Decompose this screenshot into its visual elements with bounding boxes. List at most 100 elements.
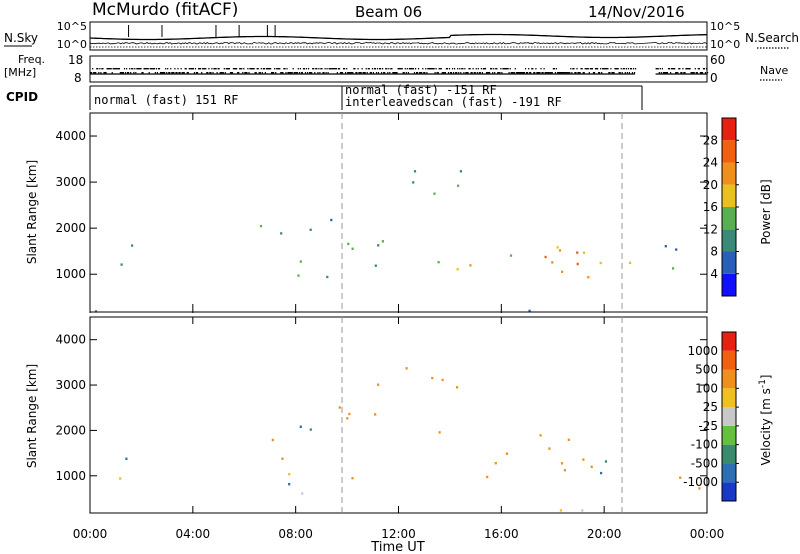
velocity-yticks: 1000 2000 3000 4000 xyxy=(55,333,707,483)
colorbar-tick-label: 100 xyxy=(695,381,718,395)
freq-mark xyxy=(308,68,310,70)
scatter-cell xyxy=(288,483,291,486)
freq-mark xyxy=(444,72,446,74)
freq-mark xyxy=(692,72,694,74)
scatter-cell xyxy=(351,477,354,480)
freq-mark xyxy=(431,68,433,70)
freq-mark xyxy=(307,72,309,74)
freq-mark xyxy=(343,68,345,70)
freq-mark xyxy=(393,72,395,74)
freq-mark xyxy=(429,68,431,70)
freq-mark xyxy=(373,68,375,70)
freq-mark xyxy=(688,68,690,70)
freq-mark xyxy=(495,68,497,70)
freq-mark xyxy=(534,72,536,74)
freq-mark xyxy=(483,68,486,70)
freq-mark xyxy=(489,72,491,74)
freq-mark xyxy=(620,68,622,70)
freq-mark xyxy=(193,72,196,74)
nave-tick-top: 60 xyxy=(710,53,725,67)
freq-mark xyxy=(691,72,693,74)
freq-mark xyxy=(112,68,114,70)
colorbar-segment xyxy=(722,388,736,408)
freq-mark xyxy=(428,68,430,70)
freq-mark xyxy=(248,72,250,74)
freq-mark xyxy=(268,68,271,70)
freq-mark xyxy=(291,72,293,74)
freq-mark xyxy=(192,68,194,70)
colorbar-tick-label: 28 xyxy=(703,133,718,147)
freq-mark xyxy=(222,72,224,74)
time-tick-label: 00:00 xyxy=(690,527,725,541)
freq-mark xyxy=(690,72,692,74)
freq-mark xyxy=(147,68,149,70)
freq-mark xyxy=(667,68,670,70)
freq-mark xyxy=(255,72,257,74)
freq-mark xyxy=(102,68,104,70)
freq-mark xyxy=(699,72,701,74)
freq-mark xyxy=(329,68,331,70)
freq-mark xyxy=(507,68,509,70)
freq-mark xyxy=(117,68,119,70)
freq-mark xyxy=(235,68,237,70)
freq-mark xyxy=(238,72,240,74)
freq-mark xyxy=(618,72,620,74)
colorbar-tick-label: 20 xyxy=(703,178,718,192)
freq-mark xyxy=(295,72,297,74)
freq-mark xyxy=(205,68,207,70)
freq-mark xyxy=(380,68,382,70)
freq-mark xyxy=(554,72,556,74)
colorbar-segment xyxy=(722,118,736,141)
freq-mark xyxy=(615,68,617,70)
freq-mark xyxy=(153,68,155,70)
scatter-cell xyxy=(433,192,436,195)
scatter-cell xyxy=(125,457,128,460)
freq-mark xyxy=(592,72,595,74)
freq-mark xyxy=(260,68,262,70)
freq-mark xyxy=(358,72,360,74)
freq-mark xyxy=(262,68,264,70)
freq-tick-bottom: 8 xyxy=(74,71,82,85)
freq-mark xyxy=(355,72,357,74)
freq-mark xyxy=(404,68,406,70)
range-tick-label: 3000 xyxy=(55,175,86,189)
freq-mark xyxy=(111,72,113,74)
freq-mark xyxy=(547,72,549,74)
freq-mark xyxy=(527,72,529,74)
freq-mark xyxy=(452,68,454,70)
freq-mark xyxy=(465,72,467,74)
freq-mark xyxy=(158,68,161,70)
freq-mark xyxy=(564,72,566,74)
freq-mark xyxy=(370,72,372,74)
freq-mark xyxy=(510,72,512,74)
noise-left-tick-top: 10^5 xyxy=(57,20,87,33)
freq-mark xyxy=(171,72,173,74)
freq-mark xyxy=(363,72,365,74)
freq-mark xyxy=(417,72,419,74)
freq-mark xyxy=(707,72,709,74)
scatter-cell xyxy=(281,457,284,460)
scatter-cell xyxy=(131,244,134,247)
cpid-panel: CPID normal (fast) 151 RF normal (fast) … xyxy=(6,83,643,110)
freq-mark xyxy=(220,72,222,74)
freq-mark xyxy=(247,68,249,70)
scatter-cell xyxy=(551,261,554,264)
cpid-label: CPID xyxy=(6,90,38,104)
freq-mark xyxy=(503,68,505,70)
scatter-cell xyxy=(698,487,701,490)
freq-mark xyxy=(364,72,366,74)
freq-mark xyxy=(664,72,666,74)
freq-mark xyxy=(105,72,107,74)
freq-mark xyxy=(166,72,168,74)
freq-mark xyxy=(156,72,158,74)
freq-mark xyxy=(178,72,180,74)
freq-mark xyxy=(385,68,387,70)
freq-mark xyxy=(179,72,181,74)
scatter-cell xyxy=(559,509,562,512)
freq-mark xyxy=(338,68,341,70)
freq-mark xyxy=(473,72,475,74)
freq-mark xyxy=(310,72,312,74)
freq-mark xyxy=(566,72,568,74)
freq-mark xyxy=(580,68,582,70)
freq-mark xyxy=(624,72,626,74)
